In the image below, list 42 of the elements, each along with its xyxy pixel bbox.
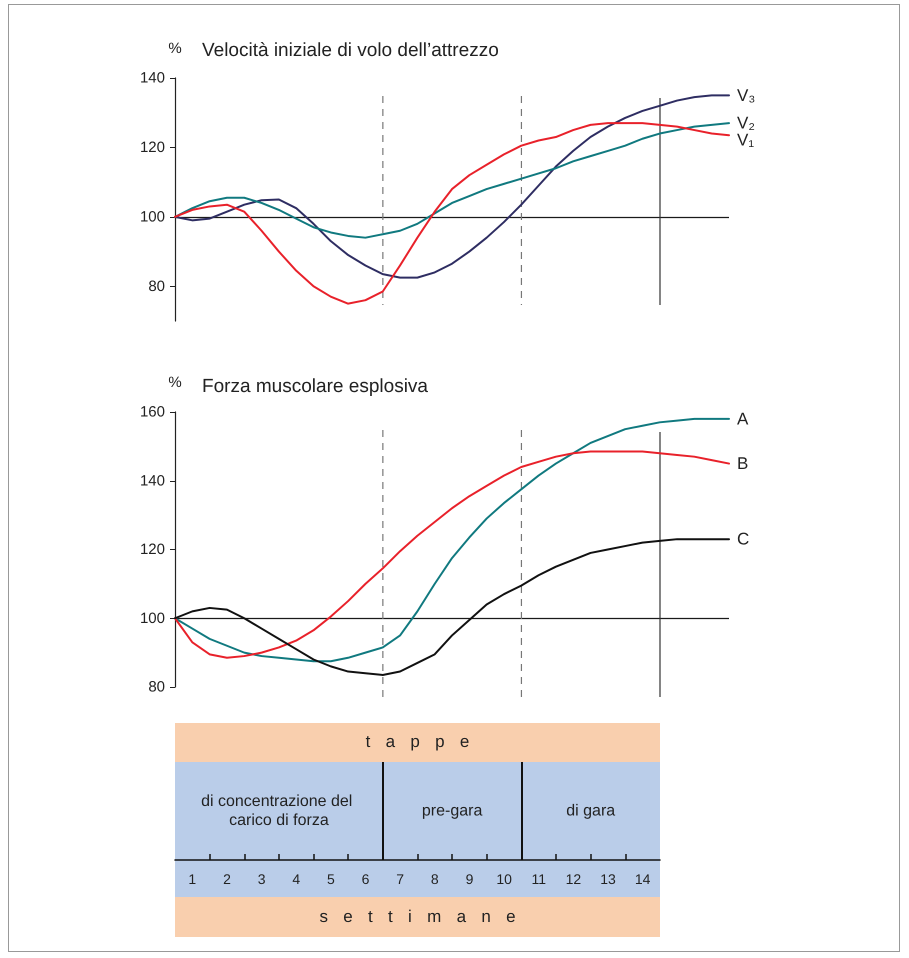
x-tick-label: 11 bbox=[531, 871, 546, 887]
y-tick-label: 100 bbox=[140, 610, 165, 627]
series-label: V₂ bbox=[737, 114, 755, 133]
x-tick-label: 1 bbox=[188, 871, 196, 887]
line-series bbox=[174, 122, 730, 305]
chart-title: Velocità iniziale di volo dell’attrezzo bbox=[202, 40, 499, 61]
line-series bbox=[174, 538, 730, 676]
x-tick-label: 9 bbox=[466, 871, 474, 887]
chart-title: Forza muscolare esplosiva bbox=[202, 376, 428, 397]
line-series bbox=[174, 94, 730, 279]
series-label: di concentrazione del carico di forza bbox=[201, 793, 357, 829]
x-axis-title: settimane bbox=[318, 907, 532, 927]
x-tick-label: 13 bbox=[600, 871, 616, 887]
y-tick-label: 120 bbox=[140, 541, 165, 558]
y-axis-title: % bbox=[168, 40, 182, 57]
y-axis-title: % bbox=[168, 374, 182, 391]
x-tick-label: 8 bbox=[430, 871, 439, 887]
x-tick-label: 10 bbox=[496, 871, 512, 887]
x-tick-label: 4 bbox=[292, 871, 300, 887]
y-tick-label: 80 bbox=[148, 278, 165, 295]
x-tick-label: 6 bbox=[362, 871, 370, 887]
x-tick-label: 2 bbox=[223, 871, 232, 887]
y-tick-label: 140 bbox=[140, 70, 165, 86]
x-tick-label: 12 bbox=[566, 871, 582, 887]
x-tick-label: 14 bbox=[634, 871, 651, 887]
series-label: V₁ bbox=[737, 130, 754, 150]
series-label: di gara bbox=[566, 802, 616, 820]
y-tick-label: 80 bbox=[148, 678, 165, 696]
series-label: pre-gara bbox=[422, 802, 482, 820]
series-label: C bbox=[737, 530, 750, 549]
y-tick-label: 160 bbox=[140, 404, 165, 420]
line-series bbox=[174, 122, 730, 239]
x-tick-label: 5 bbox=[326, 871, 335, 887]
x-tick-label: 3 bbox=[258, 871, 266, 887]
y-tick-label: 140 bbox=[140, 472, 165, 490]
series-label: B bbox=[737, 454, 748, 474]
x-tick-label: 7 bbox=[396, 871, 404, 887]
series-label: V₃ bbox=[737, 86, 756, 105]
chart-title: tappe bbox=[364, 732, 486, 752]
y-tick-label: 120 bbox=[140, 138, 165, 156]
series-label: A bbox=[737, 409, 749, 428]
y-tick-label: 100 bbox=[140, 208, 165, 226]
